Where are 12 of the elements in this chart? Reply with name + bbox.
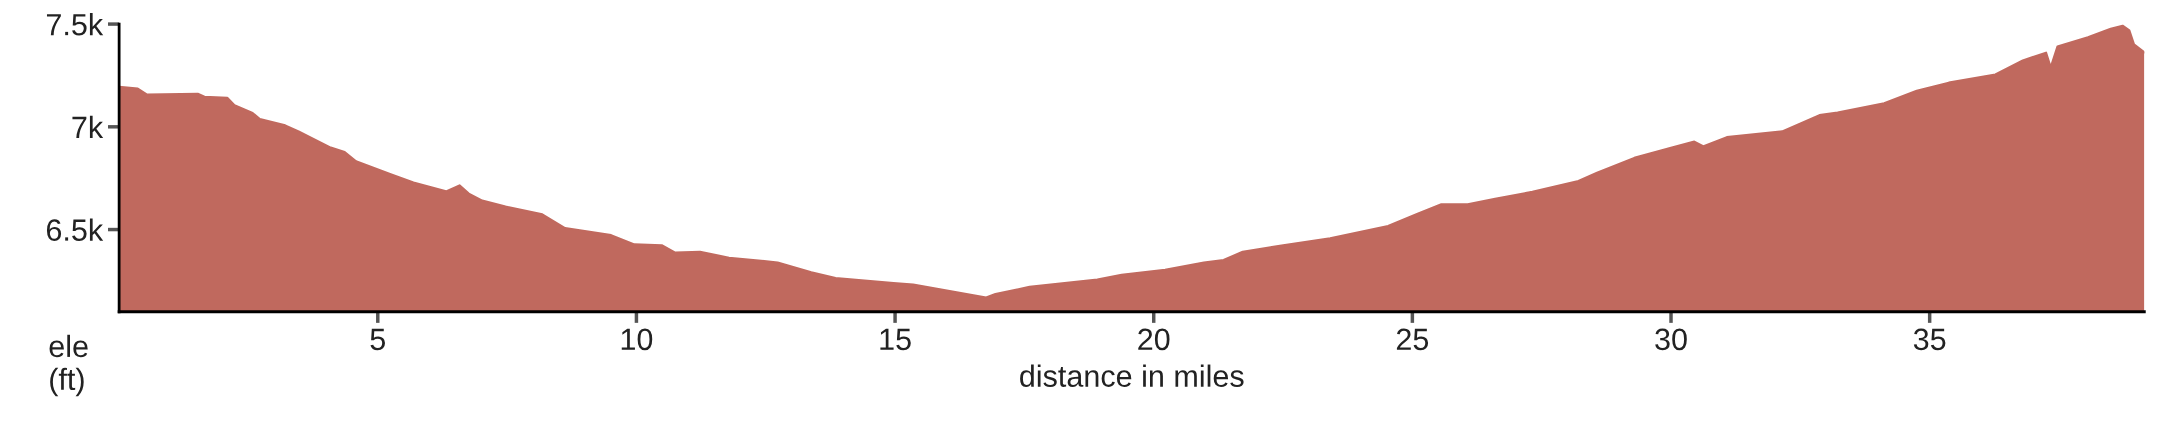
x-tick-label: 30 — [1655, 328, 1687, 351]
x-tick-label: 10 — [621, 328, 653, 351]
x-tick-label: 5 — [370, 328, 385, 351]
x-tick-label: 15 — [880, 328, 911, 351]
y-tick-label: 6.5k — [46, 218, 104, 241]
y-axis-title: ele (ft) — [49, 334, 88, 397]
x-axis-title: distance in miles — [1020, 364, 1244, 387]
y-tick-label: 7.5k — [46, 13, 104, 36]
x-tick-label: 35 — [1913, 328, 1946, 351]
x-tick-label: 20 — [1138, 328, 1170, 351]
x-tick-label: 25 — [1396, 328, 1429, 351]
y-tick-label: 7k — [72, 115, 104, 138]
